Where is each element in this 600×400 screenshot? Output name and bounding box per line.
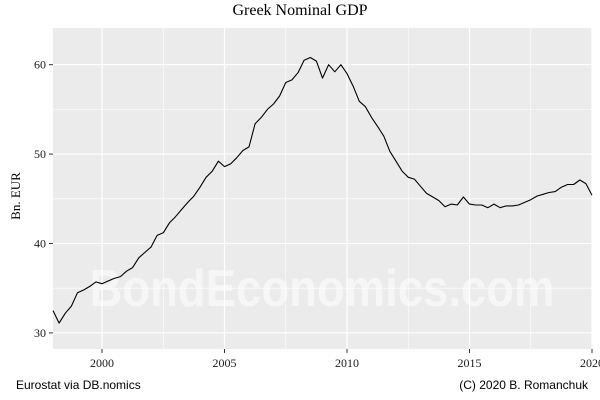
copyright-caption: (C) 2020 B. Romanchuk (459, 378, 588, 392)
source-caption: Eurostat via DB.nomics (16, 378, 141, 392)
plot-panel (53, 28, 592, 349)
x-tick-label: 2020 (580, 356, 600, 370)
axes: 2000 2005 2010 2015 2020 30 40 50 60 (34, 58, 600, 370)
y-tick-label: 60 (34, 58, 46, 72)
gdp-line (52, 56, 593, 324)
y-tick-label: 50 (34, 147, 46, 161)
y-tick-label: 30 (34, 326, 46, 340)
x-tick-label: 2010 (335, 356, 359, 370)
chart-title: Greek Nominal GDP (232, 2, 368, 19)
x-tick-label: 2015 (458, 356, 482, 370)
watermark: BondEconomics.com (90, 260, 555, 318)
y-tick-label: 40 (34, 236, 46, 250)
x-tick-label: 2005 (213, 356, 237, 370)
minor-gridlines (53, 28, 592, 349)
major-gridlines (53, 28, 593, 349)
x-tick-label: 2000 (90, 356, 114, 370)
